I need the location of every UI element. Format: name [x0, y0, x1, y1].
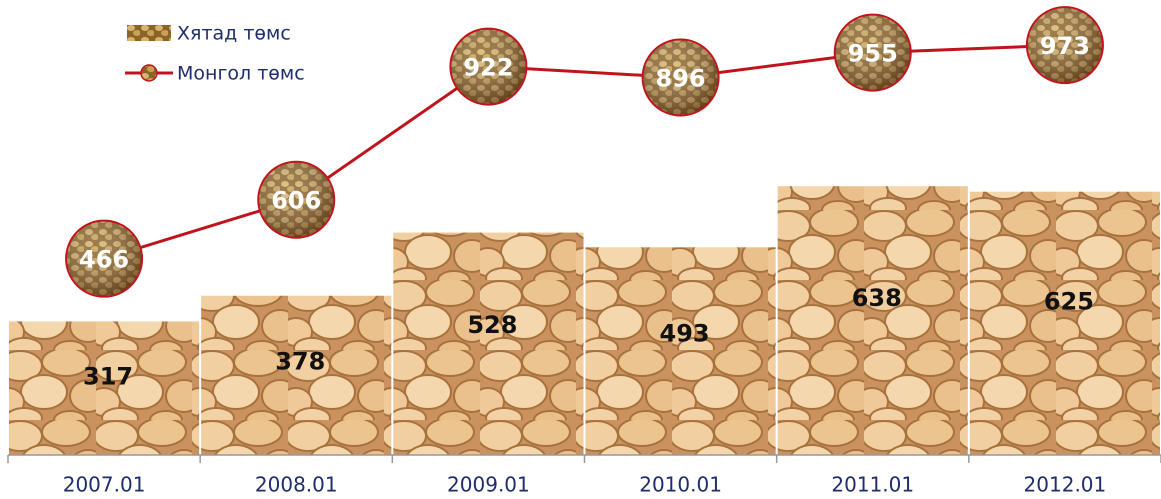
bar-value-label: 493 — [660, 320, 710, 348]
bar — [9, 321, 200, 455]
legend-label: Монгол төмс — [177, 63, 305, 85]
line-value-label: 955 — [848, 40, 898, 68]
bar-value-label: 378 — [275, 348, 325, 376]
legend: Хятад төмс Монгол төмс — [125, 23, 305, 85]
bar-value-label: 638 — [852, 284, 902, 312]
marker-shade — [259, 162, 334, 237]
legend-marker — [140, 64, 158, 82]
line-value-label: 922 — [463, 54, 513, 82]
x-tick-label: 2012.01 — [1024, 473, 1107, 497]
legend-swatch — [127, 25, 171, 41]
bar-value-label: 528 — [467, 311, 517, 339]
bar — [585, 247, 776, 455]
x-tick-label: 2008.01 — [255, 473, 338, 497]
marker-shade — [643, 40, 718, 115]
bar — [393, 232, 584, 455]
bar — [969, 191, 1160, 455]
bar-value-label: 317 — [83, 363, 133, 391]
bar — [201, 295, 392, 455]
line-value-label: 606 — [271, 187, 321, 215]
marker-shade — [451, 29, 526, 104]
x-tick-label: 2007.01 — [63, 473, 146, 497]
x-tick-label: 2010.01 — [639, 473, 722, 497]
x-tick-label: 2011.01 — [831, 473, 914, 497]
marker-shade — [1027, 8, 1102, 83]
bar — [777, 186, 968, 456]
legend-label: Хятад төмс — [177, 23, 291, 45]
marker-shade — [67, 221, 142, 296]
line-value-label: 466 — [79, 246, 129, 274]
line-value-label: 896 — [656, 65, 706, 93]
line-value-label: 973 — [1040, 32, 1090, 60]
x-tick-label: 2009.01 — [447, 473, 530, 497]
bar-value-label: 625 — [1044, 287, 1094, 315]
marker-shade — [835, 15, 910, 90]
